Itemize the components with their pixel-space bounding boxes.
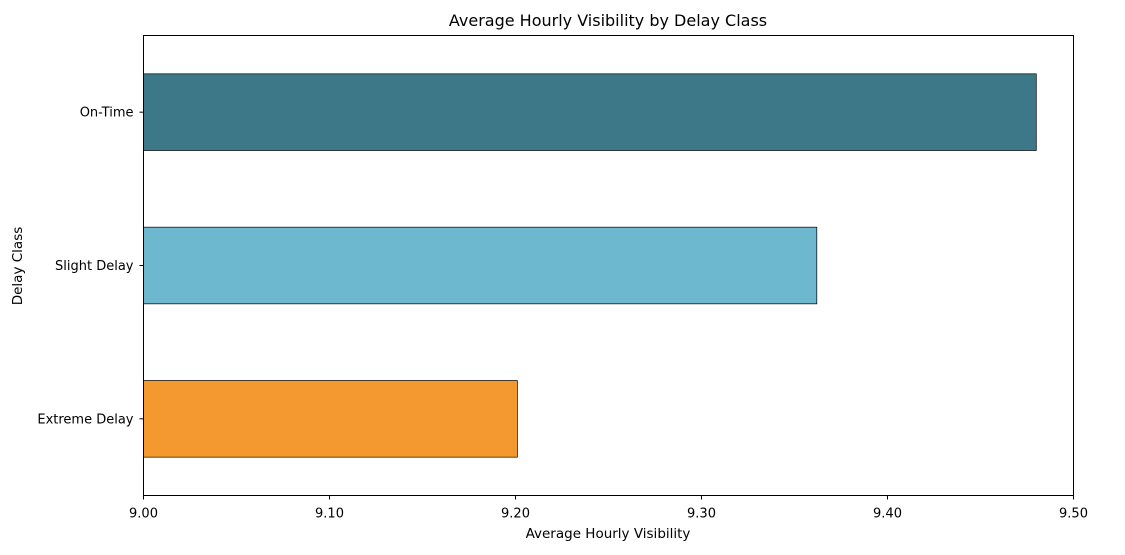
y-axis-label: Delay Class [10, 227, 26, 306]
x-tick-label: 9.40 [873, 507, 902, 522]
x-tick-label: 9.30 [687, 507, 716, 522]
bars-group [143, 73, 1037, 458]
x-tick-label: 9.50 [1059, 507, 1088, 522]
chart-title: Average Hourly Visibility by Delay Class [449, 11, 767, 30]
y-tick-label: On-Time [80, 106, 134, 121]
x-axis-label: Average Hourly Visibility [526, 526, 691, 542]
x-tick-label: 9.10 [315, 507, 344, 522]
bar-on-time [143, 73, 1037, 151]
x-tick-label: 9.20 [501, 507, 530, 522]
y-tick-label: Slight Delay [55, 259, 134, 274]
x-tick-label: 9.00 [129, 507, 158, 522]
x-ticks-group: 9.00 9.10 9.20 9.30 9.40 9.50 [129, 495, 1088, 522]
y-tick-label: Extreme Delay [37, 412, 133, 427]
bar-extreme-delay [143, 380, 518, 458]
plot-area-frame [143, 35, 1074, 496]
bar-slight-delay [143, 226, 818, 305]
y-ticks-group: On-Time Slight Delay Extreme Delay [37, 106, 144, 427]
